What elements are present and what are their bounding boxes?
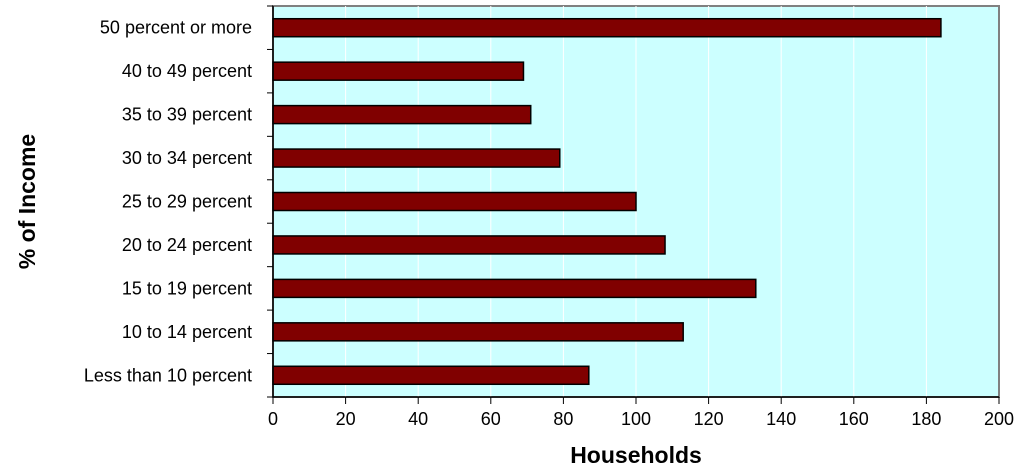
category-label: 15 to 19 percent [122,278,252,298]
x-tick-label: 60 [481,409,501,429]
bar [272,365,590,386]
bar [272,191,637,212]
category-label: Less than 10 percent [84,365,252,385]
category-label: 30 to 34 percent [122,148,252,168]
bar [272,148,561,168]
tick-labels: 0 20 40 60 80 100 120 140 160 180 200 [268,409,1014,429]
x-tick-label: 200 [984,409,1014,429]
x-tick-label: 140 [766,409,796,429]
x-tick-label: 160 [839,409,869,429]
axes [267,5,1000,404]
x-tick-label: 120 [694,409,724,429]
x-tick-label: 180 [911,409,941,429]
category-labels: 50 percent or more 40 to 49 percent 35 to … [84,18,252,386]
x-tick-label: 40 [408,409,428,429]
bar [272,322,684,342]
bar [272,17,942,38]
x-tick-label: 20 [336,409,356,429]
bar [272,235,666,255]
bar [272,278,757,299]
category-label: 40 to 49 percent [122,61,252,81]
category-label: 35 to 39 percent [122,105,252,125]
bar [272,61,525,81]
category-label: 10 to 14 percent [122,322,252,342]
x-tick-label: 100 [621,409,651,429]
category-label: 20 to 24 percent [122,235,252,255]
bar [272,104,532,125]
bars [272,17,942,386]
x-tick-label: 80 [553,409,573,429]
x-tick-label: 0 [268,409,278,429]
category-label: 50 percent or more [100,18,252,38]
y-axis-title: % of Income [14,134,40,269]
category-label: 25 to 29 percent [122,192,252,212]
x-axis-title: Households [570,442,702,468]
